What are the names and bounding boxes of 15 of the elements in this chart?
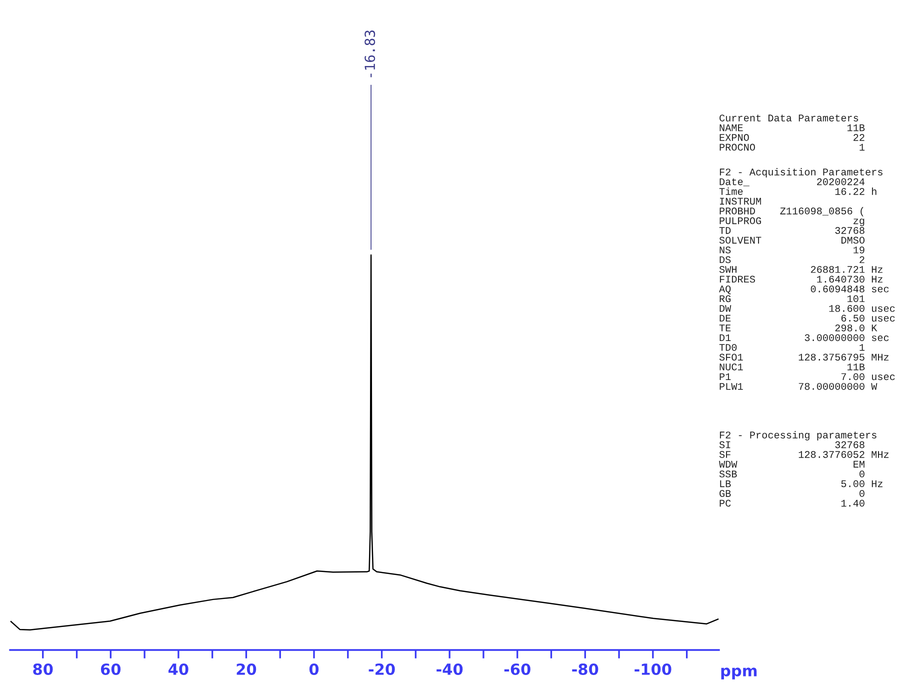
x-axis-title: ppm [721,668,757,680]
x-tick-label: 80 [33,663,53,676]
x-tick-label: 40 [168,663,188,676]
x-tick-label: 20 [236,663,256,676]
text: F2 - Processing parameters SI 32768 SF 128.3776052 MHz WDW EM SSB 0 LB 5.00 Hz GB 0 PC 1.40 [719,431,889,507]
x-tick-label: -20 [368,663,395,676]
x-tick-label: -60 [504,663,530,676]
text: F2 - Acquisition Parameters Date_ 20200224 Time 16.22 h INSTRUM PROBHD Z116098_0856 ( PULPROG zg TD 32768 SOLVENT DMSO NS 19 DS 2 SWH 26881.721 Hz FIDRES 1.640730 Hz AQ 0.6094848 sec RG 101 DW 18.600 usec DE 6.50 usec TE 298.0 K D1 3.00000000 sec TD0 1 SFO1 128.3756795 MHz NUC1 11B P1 7.00 usec PLW1 78.00000000 W [719,168,895,390]
annotation: -16.83 [364,30,376,78]
x-tick-label: -80 [572,663,598,676]
text: Current Data Parameters NAME 11B EXPNO 22 PROCNO 1 [720,114,865,151]
x-tick-label: -40 [436,663,463,676]
x-tick-label: 0 [309,663,319,676]
x-tick-label: -100 [634,663,672,676]
x-tick-label: 60 [100,663,121,676]
